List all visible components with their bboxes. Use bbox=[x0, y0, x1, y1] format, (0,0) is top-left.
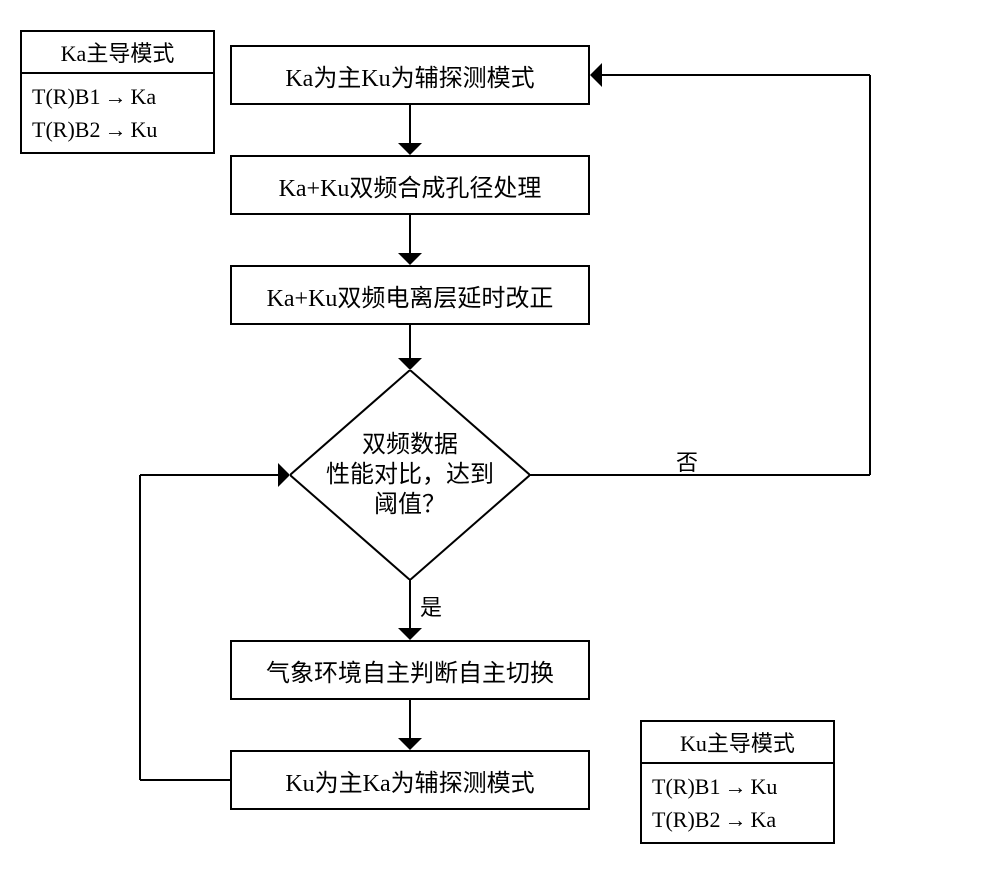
legend-legB: Ku主导模式T(R)B1→KuT(R)B2→Ka bbox=[640, 720, 835, 844]
legend-row-right: Ku bbox=[130, 117, 157, 142]
arrow-head bbox=[398, 358, 422, 370]
legend-body: T(R)B1→KuT(R)B2→Ka bbox=[642, 764, 833, 842]
legend-row-left: T(R)B2 bbox=[32, 117, 100, 142]
arrow-head bbox=[590, 63, 602, 87]
edge-segment bbox=[140, 474, 288, 476]
flow-node-label: Ka+Ku双频电离层延时改正 bbox=[267, 278, 554, 313]
flow-node-label: Ku为主Ka为辅探测模式 bbox=[285, 763, 534, 798]
legend-title: Ka主导模式 bbox=[22, 32, 213, 74]
edge-segment bbox=[140, 779, 230, 781]
legend-row: T(R)B1→Ku bbox=[652, 770, 823, 803]
flow-node-label: Ka为主Ku为辅探测模式 bbox=[285, 58, 534, 93]
arrow-right-icon: → bbox=[104, 84, 126, 109]
flow-decision-label-line: 双频数据 bbox=[362, 432, 458, 458]
legend-title: Ku主导模式 bbox=[642, 722, 833, 764]
flow-decision-d1: 双频数据性能对比，达到阈值？ bbox=[290, 370, 530, 580]
edge-segment bbox=[869, 75, 871, 475]
flow-node-n4: 气象环境自主判断自主切换 bbox=[230, 640, 590, 700]
flow-node-label: Ka+Ku双频合成孔径处理 bbox=[279, 168, 542, 203]
flow-node-n1: Ka为主Ku为辅探测模式 bbox=[230, 45, 590, 105]
flow-decision-label: 双频数据性能对比，达到阈值？ bbox=[290, 370, 530, 580]
edge-segment bbox=[530, 474, 870, 476]
arrow-head bbox=[398, 628, 422, 640]
arrow-head bbox=[398, 253, 422, 265]
arrow-head bbox=[398, 738, 422, 750]
legend-row-left: T(R)B2 bbox=[652, 807, 720, 832]
flow-node-n3: Ka+Ku双频电离层延时改正 bbox=[230, 265, 590, 325]
flow-node-n2: Ka+Ku双频合成孔径处理 bbox=[230, 155, 590, 215]
legend-row: T(R)B2→Ka bbox=[652, 803, 823, 836]
arrow-head bbox=[398, 143, 422, 155]
legend-row: T(R)B1→Ka bbox=[32, 80, 203, 113]
flow-node-label: 气象环境自主判断自主切换 bbox=[266, 653, 554, 688]
legend-row-right: Ka bbox=[130, 84, 156, 109]
edge-segment bbox=[139, 475, 141, 780]
flow-decision-label-line: 阈值？ bbox=[374, 492, 446, 518]
legend-legA: Ka主导模式T(R)B1→KaT(R)B2→Ku bbox=[20, 30, 215, 154]
arrow-right-icon: → bbox=[724, 807, 746, 832]
legend-row-right: Ka bbox=[750, 807, 776, 832]
legend-body: T(R)B1→KaT(R)B2→Ku bbox=[22, 74, 213, 152]
legend-row-right: Ku bbox=[750, 774, 777, 799]
flowchart-canvas: Ka为主Ku为辅探测模式 Ka+Ku双频合成孔径处理 Ka+Ku双频电离层延时改正双… bbox=[0, 0, 1000, 885]
legend-row-left: T(R)B1 bbox=[32, 84, 100, 109]
arrow-right-icon: → bbox=[724, 774, 746, 799]
edge-segment bbox=[592, 74, 870, 76]
edge-label: 是 bbox=[420, 590, 442, 622]
flow-node-n5: Ku为主Ka为辅探测模式 bbox=[230, 750, 590, 810]
legend-row-left: T(R)B1 bbox=[652, 774, 720, 799]
arrow-head bbox=[278, 463, 290, 487]
legend-row: T(R)B2→Ku bbox=[32, 113, 203, 146]
flow-decision-label-line: 性能对比，达到 bbox=[326, 462, 494, 488]
arrow-right-icon: → bbox=[104, 117, 126, 142]
edge-label: 否 bbox=[676, 445, 698, 477]
